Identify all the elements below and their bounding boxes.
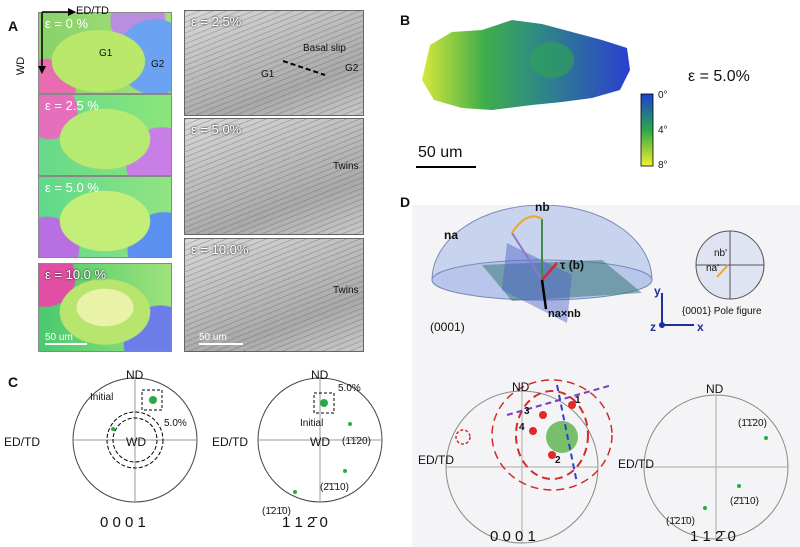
panel-label-a: A: [8, 18, 19, 34]
misorientation-map: [422, 20, 630, 110]
c-pf2-nd: ND: [311, 368, 329, 382]
ebsd-map-0: ε = 0 % G1 G2: [38, 12, 172, 94]
panel-label-d: D: [400, 194, 411, 210]
c-pf2-pole-3: (1̄21̄0): [262, 506, 291, 517]
axis-y-label: y: [654, 284, 661, 298]
d-pf1-caption: 0 0 0 1: [490, 528, 536, 545]
sem-strain-label-0: ε = 2.5%: [191, 14, 242, 29]
sem-image-10: ε = 10.0% Twins 50 um: [184, 238, 364, 352]
sem-scale-bar: 50 um: [199, 332, 243, 345]
na-prime-label: na': [706, 263, 720, 274]
tau-label: τ (b): [560, 258, 585, 272]
sem-image-5: ε = 5.0% Twins: [184, 118, 364, 235]
c-pf2-pole-2: (2̄1̄10): [320, 482, 349, 493]
panel-label-b: B: [400, 12, 411, 28]
ebsd-strain-label-0: ε = 0 %: [45, 16, 89, 31]
ebsd-map-10: ε = 10.0 % 50 um: [38, 263, 172, 352]
d-pf2-left: ED/TD: [618, 457, 654, 471]
sem-image-2-5: ε = 2.5% Basal slip G1 G2: [184, 10, 364, 116]
c-pf2-left: ED/TD: [212, 435, 248, 449]
axis-ed-td-label: ED/TD: [76, 5, 109, 17]
colorbar-tick-8: 8°: [658, 160, 668, 171]
d-pf1-num-1: 1: [575, 395, 581, 406]
axis-x-label: x: [697, 320, 704, 334]
d-pf2-nd: ND: [706, 382, 724, 396]
pole-figures-c: [72, 377, 383, 503]
sample-axes: [38, 8, 76, 74]
c-pf1-initial: Initial: [90, 392, 114, 403]
sem-strain-label-1: ε = 5.0%: [191, 122, 242, 137]
basal-slip-label: Basal slip: [303, 43, 346, 54]
c-pf2-caption: 1 1 2̄ 0: [282, 514, 328, 531]
ebsd-map-5: ε = 5.0 %: [38, 176, 172, 258]
scale-bar-b: [416, 166, 476, 168]
d-pf1-num-4: 4: [519, 422, 525, 433]
ebsd-strain-label-1: ε = 2.5 %: [45, 98, 99, 113]
d-pf2-caption: 1 1 2̄ 0: [690, 528, 736, 545]
cross-product-label: na×nb: [548, 308, 581, 320]
sem-strain-label-2: ε = 10.0%: [191, 242, 249, 257]
d-pf1-num-3: 3: [524, 406, 530, 417]
ebsd-strain-label-2: ε = 5.0 %: [45, 180, 99, 195]
axis-z-label: z: [650, 320, 656, 334]
ebsd-map-2-5: ε = 2.5 %: [38, 94, 172, 176]
c-pf1-strain: 5.0%: [164, 418, 187, 429]
axis-wd-label: WD: [15, 56, 28, 76]
nb-prime-label: nb': [714, 248, 728, 259]
scale-label-b: 50 um: [418, 144, 463, 161]
strain-label-b: ε = 5.0%: [688, 68, 750, 85]
vector-nb: nb: [535, 200, 550, 214]
d-pf1-nd: ND: [512, 380, 530, 394]
c-pf2-initial: Initial: [300, 418, 324, 429]
panel-d-graphics: [431, 205, 789, 544]
ebsd-scale-bar: 50 um: [45, 332, 87, 345]
grain-label-g1: G1: [99, 48, 113, 59]
c-pf1-nd: ND: [126, 368, 144, 382]
basal-plane-label: (0001): [430, 320, 465, 334]
sem-grain-g2: G2: [345, 63, 359, 74]
c-pf2-center: WD: [310, 435, 330, 449]
colorbar-tick-0: 0°: [658, 90, 668, 101]
c-pf1-left: ED/TD: [4, 435, 40, 449]
colorbar: [640, 93, 654, 167]
c-pf2-strain: 5.0%: [338, 383, 361, 394]
d-pf1-num-2: 2: [555, 455, 561, 466]
sem-grain-g1: G1: [261, 69, 275, 80]
ebsd-strain-label-3: ε = 10.0 %: [45, 267, 107, 282]
d-pf1-left: ED/TD: [418, 453, 454, 467]
twins-label-1: Twins: [333, 161, 359, 172]
d-pf2-pole-3: (1̄21̄0): [666, 516, 695, 527]
d-pf2-pole-1: (1̄1̄20): [738, 418, 767, 429]
pole-figure-caption: {0001} Pole figure: [682, 306, 762, 317]
vector-na: na: [444, 228, 459, 242]
colorbar-tick-4: 4°: [658, 125, 668, 136]
panel-label-c: C: [8, 374, 19, 390]
c-pf1-caption: 0 0 0 1: [100, 514, 146, 531]
c-pf2-pole-1: (1̄1̄20): [342, 436, 371, 447]
grain-label-g2: G2: [151, 59, 165, 70]
twins-label-2: Twins: [333, 285, 359, 296]
d-pf2-pole-2: (2̄1̄10): [730, 496, 759, 507]
c-pf1-center: WD: [126, 435, 146, 449]
